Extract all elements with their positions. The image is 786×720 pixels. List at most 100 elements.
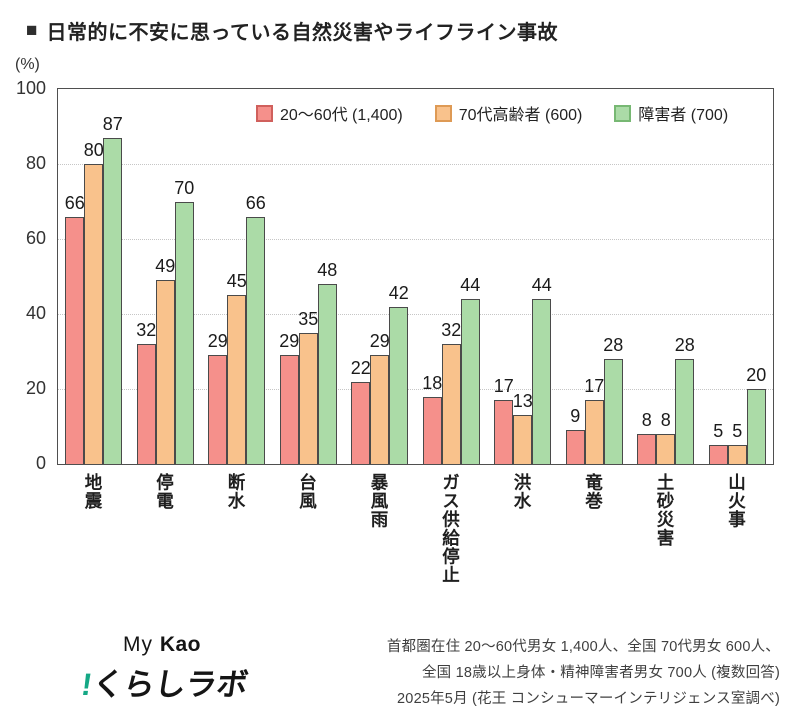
- bar: [675, 359, 695, 464]
- category-label-cell: 停電: [129, 473, 201, 510]
- category-label: 台風: [297, 473, 318, 510]
- bar: [65, 216, 85, 464]
- y-tick-label: 20: [25, 378, 46, 398]
- bar: [422, 396, 442, 464]
- logo-kurashi-text: くらしラボ: [90, 667, 251, 702]
- bar-value-label: 45: [226, 271, 247, 292]
- bar: [317, 284, 337, 464]
- bar: [494, 400, 514, 464]
- legend-swatch: [614, 104, 632, 122]
- bar: [227, 295, 247, 464]
- category-label-cell: 地震: [57, 473, 129, 510]
- category-label: ガス供給停止: [440, 473, 461, 584]
- bar: [565, 430, 585, 464]
- logo-my-kao: My Kao: [82, 633, 242, 657]
- plot-area: 20〜60代 (1,400) 70代高齢者 (600) 障害者 (700) 66 80…: [57, 88, 774, 465]
- bar-value-label: 17: [584, 376, 605, 397]
- bar-value-label: 32: [441, 320, 462, 340]
- category-label-cell: 暴風雨: [343, 473, 415, 529]
- bar-value-label: 9: [570, 406, 581, 427]
- bar: [246, 216, 266, 464]
- bar-value-label: 66: [245, 192, 266, 213]
- bar: [746, 389, 766, 464]
- category-label: 暴風雨: [368, 473, 389, 529]
- bar-value-label: 29: [207, 331, 228, 352]
- category-label-cell: 土砂災害: [629, 473, 701, 547]
- bar: [174, 201, 194, 464]
- category-label: 地震: [82, 473, 103, 510]
- bar-value-label: 8: [660, 410, 671, 430]
- logo-kao-text: Kao: [159, 633, 202, 656]
- logo-kurashi-labo: !くらしラボ: [79, 659, 250, 704]
- category-label: 竜巻: [583, 473, 604, 510]
- y-tick-label: 60: [25, 228, 46, 248]
- bar-value-label: 29: [279, 331, 300, 352]
- y-axis-unit-label: (%): [15, 56, 40, 73]
- bar: [136, 344, 156, 464]
- category-label: 断水: [225, 473, 246, 510]
- my-kao-kurashi-labo-logo: My Kao !くらしラボ: [79, 633, 250, 704]
- bar-value-label: 13: [512, 391, 533, 412]
- bar-value-label: 66: [64, 192, 85, 213]
- page-title: 日常的に不安に思っている自然災害やライフライン事故: [46, 22, 558, 44]
- bar-value-label: 18: [422, 372, 443, 393]
- bar-value-label: 48: [317, 260, 338, 280]
- bar: [708, 445, 728, 464]
- legend: 20〜60代 (1,400) 70代高齢者 (600) 障害者 (700): [256, 101, 728, 125]
- bar-value-label: 17: [493, 376, 514, 397]
- chart-title-row: ■ 日常的に不安に思っている自然災害やライフライン事故: [26, 16, 558, 45]
- bar: [441, 344, 461, 464]
- legend-item: 70代高齢者 (600): [434, 101, 583, 125]
- legend-item: 障害者 (700): [614, 101, 728, 125]
- category-label-cell: 台風: [272, 473, 344, 510]
- bar: [637, 434, 657, 464]
- bar-value-label: 5: [732, 421, 743, 442]
- bar-value-label: 35: [298, 308, 319, 329]
- legend-item: 20〜60代 (1,400): [256, 101, 403, 125]
- y-tick-label: 0: [35, 453, 46, 473]
- category-label-cell: 竜巻: [558, 473, 630, 510]
- bar-value-label: 44: [460, 275, 481, 295]
- bar: [727, 445, 747, 464]
- legend-label: 70代高齢者 (600): [458, 107, 583, 124]
- category-label: 土砂災害: [654, 473, 675, 547]
- category-label: 山火事: [726, 473, 747, 529]
- bar-value-label: 87: [102, 113, 123, 134]
- bar: [656, 434, 676, 464]
- bar-value-label: 28: [674, 335, 695, 355]
- note-line-2: 全国 18歳以上身体・精神障害者男女 700人 (複数回答): [421, 665, 780, 682]
- gridline: [58, 389, 773, 390]
- logo-my-text: My: [122, 633, 153, 656]
- title-square-icon: ■: [26, 20, 38, 41]
- bar-value-label: 32: [136, 320, 157, 340]
- y-tick-label: 80: [25, 153, 46, 173]
- category-label-cell: 断水: [200, 473, 272, 510]
- bar: [84, 164, 104, 464]
- category-label-cell: 洪水: [486, 473, 558, 510]
- bar: [460, 299, 480, 464]
- bar-value-label: 20: [746, 365, 767, 385]
- y-tick-label: 40: [25, 303, 46, 323]
- note-line-1: 首都圏在住 20〜60代男女 1,400人、全国 70代男女 600人、: [386, 639, 780, 655]
- bar-value-label: 22: [350, 357, 371, 378]
- gridline: [58, 314, 773, 315]
- bar: [603, 359, 623, 464]
- legend-swatch: [434, 104, 452, 122]
- category-label-cell: 山火事: [701, 473, 773, 529]
- bar: [351, 381, 371, 464]
- note-line-3: 2025年5月 (花王 コンシューマーインテリジェンス室調べ): [397, 691, 780, 708]
- legend-label: 20〜60代 (1,400): [280, 107, 403, 124]
- bar-value-label: 44: [531, 275, 552, 295]
- bar-value-label: 42: [388, 282, 409, 303]
- bar: [298, 332, 318, 464]
- bar-value-label: 5: [713, 421, 724, 442]
- gridline: [58, 239, 773, 240]
- bar-value-label: 29: [369, 331, 390, 352]
- bar: [103, 137, 123, 464]
- bar-value-label: 80: [83, 140, 104, 160]
- bar-value-label: 8: [641, 410, 652, 430]
- bar-value-label: 49: [155, 256, 176, 277]
- bar: [389, 306, 409, 464]
- category-label-cell: ガス供給停止: [415, 473, 487, 584]
- legend-swatch: [256, 104, 273, 122]
